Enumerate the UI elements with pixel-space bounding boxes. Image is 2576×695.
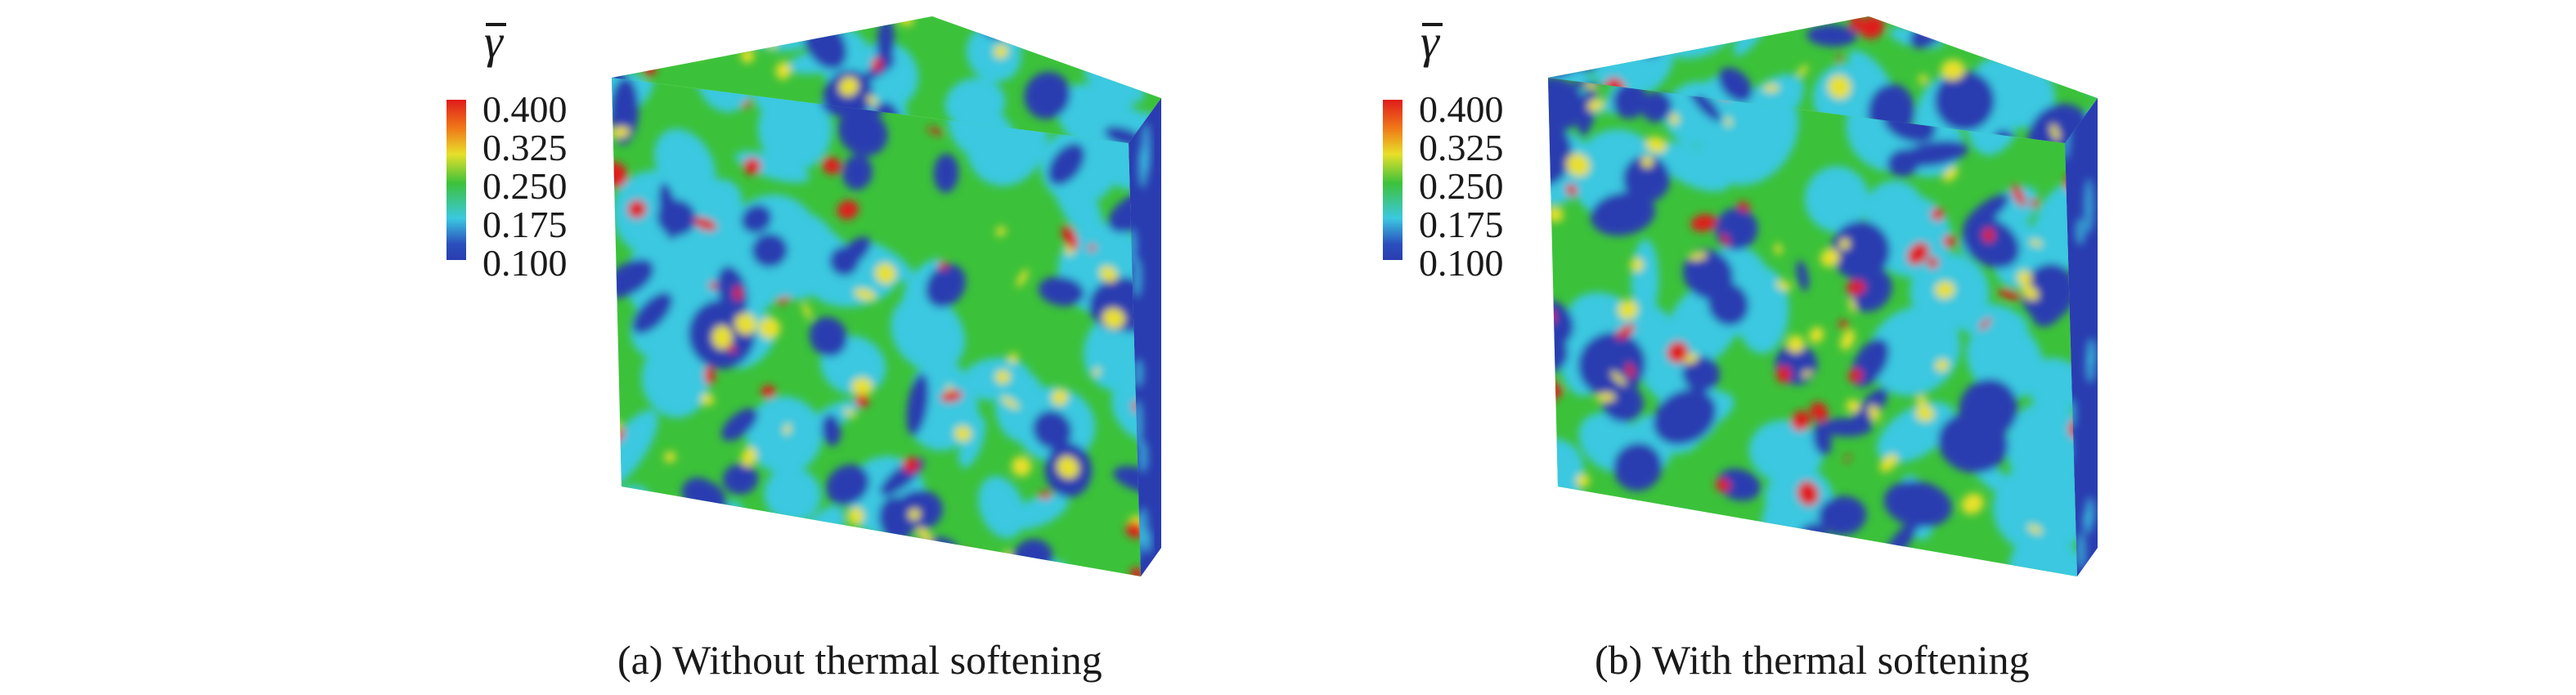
panel-without-thermal-softening: γ 0.400 0.325 0.250 0.175 0.100 (a) With… — [442, 15, 1161, 683]
colorbar-tick: 0.175 — [482, 204, 568, 245]
colorbar-tick: 0.100 — [482, 242, 568, 284]
colorbar-ticks: 0.400 0.325 0.250 0.175 0.100 — [482, 90, 568, 282]
colorbar-tick: 0.400 — [482, 88, 568, 130]
panel-caption: (a) Without thermal softening — [617, 637, 1102, 683]
colorbar-symbol: γ — [1420, 15, 1443, 68]
colorbar-tick: 0.325 — [482, 127, 568, 168]
colorbar-gradient — [1383, 100, 1402, 260]
colorbar-tick: 0.250 — [1419, 165, 1504, 207]
colorbar-tick: 0.250 — [482, 165, 568, 207]
colorbar-tick: 0.175 — [1419, 204, 1504, 245]
strain-cube-plot — [612, 16, 1161, 576]
colorbar-ticks: 0.400 0.325 0.250 0.175 0.100 — [1419, 90, 1504, 282]
panel-caption: (b) With thermal softening — [1595, 637, 2030, 683]
colorbar-tick: 0.100 — [1419, 242, 1504, 284]
colorbar-legend: γ 0.400 0.325 0.250 0.175 0.100 — [1378, 15, 1591, 282]
colorbar-tick: 0.400 — [1419, 88, 1504, 130]
cube-right-face — [1129, 98, 1161, 576]
colorbar-legend: γ 0.400 0.325 0.250 0.175 0.100 — [442, 15, 654, 282]
colorbar-symbol: γ — [484, 15, 506, 68]
panel-with-thermal-softening: γ 0.400 0.325 0.250 0.175 0.100 (b) With… — [1288, 0, 2576, 695]
colorbar-tick: 0.325 — [1419, 127, 1504, 168]
colorbar-gradient — [447, 100, 466, 260]
strain-cube-plot — [1548, 16, 2098, 576]
